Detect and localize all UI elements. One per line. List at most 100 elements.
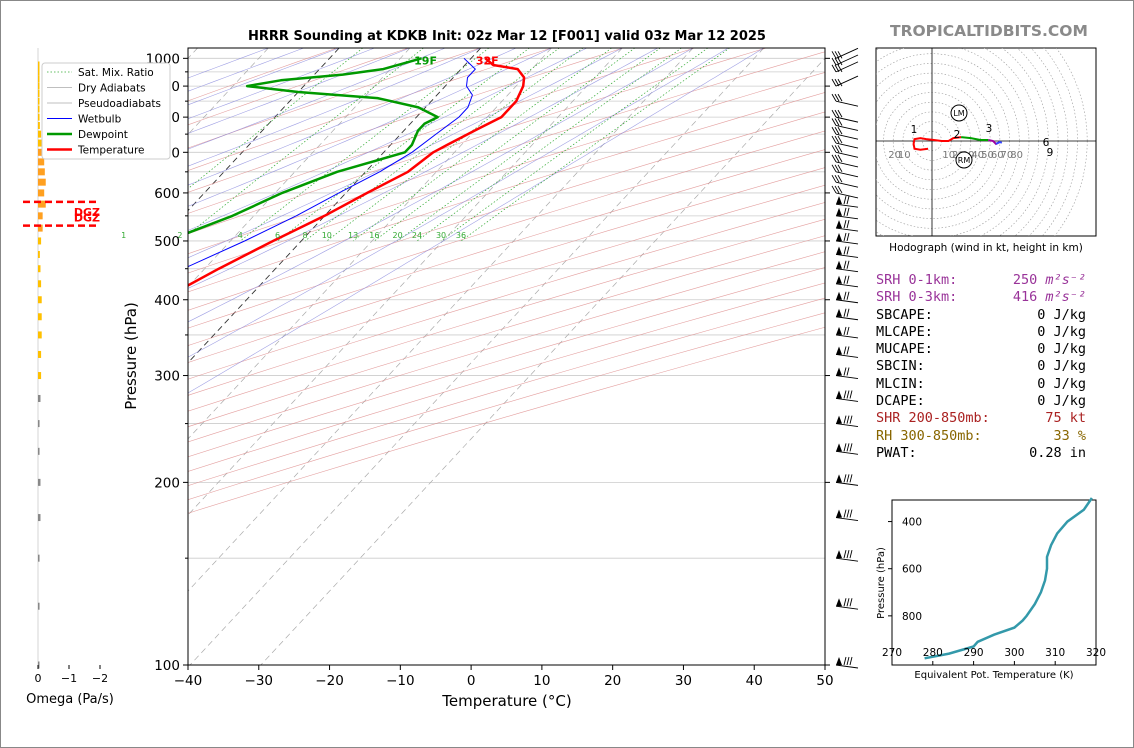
wind-barb (831, 164, 859, 178)
wind-barb-tick (837, 126, 843, 135)
wind-barb-tick (843, 291, 847, 300)
param-value: 0 J/kg (1037, 341, 1086, 358)
theta-e-x-tick-label: 270 (882, 647, 902, 659)
omega-bar (38, 168, 45, 176)
hodograph-height-label: 3 (986, 123, 993, 135)
wind-barb-tick (831, 118, 837, 126)
wind-barb-tick (843, 260, 847, 269)
omega-bar (38, 139, 42, 147)
legend-label: Sat. Mix. Ratio (78, 67, 154, 79)
wind-barb-staff (835, 75, 859, 87)
skewt-axes: 1246810131620243036100200300400500600700… (121, 51, 833, 710)
param-value: 75 kt (1045, 410, 1086, 427)
wind-barb (835, 219, 859, 232)
hodograph-height-label: 6 (1043, 137, 1050, 149)
wind-barb-staff (835, 61, 859, 73)
param-value: 0 J/kg (1037, 324, 1086, 341)
wind-barb-tick (831, 135, 837, 144)
theta-e-y-tick-label: 400 (902, 517, 922, 529)
wind-barb-tick (849, 550, 853, 559)
wind-barb (835, 367, 859, 379)
param-number: 0 (1037, 341, 1046, 358)
param-number: 0 (1037, 358, 1046, 375)
omega-bar (38, 661, 40, 669)
wind-barb-flag (836, 657, 842, 665)
dry-adiabat-line (188, 48, 552, 171)
omega-bar (38, 130, 42, 138)
wind-barb (831, 154, 859, 168)
omega-bar (38, 178, 46, 186)
param-unit: J/kg (1045, 358, 1086, 375)
wind-barb (835, 415, 859, 428)
omega-axis-label: Omega (Pa/s) (26, 692, 114, 707)
wind-barb-tick (831, 57, 837, 66)
wind-barb (831, 93, 859, 107)
wind-barb-tick (831, 64, 837, 73)
wind-barb (831, 75, 859, 87)
param-row: SRH 0-3km: 416 m²s⁻² (876, 289, 1086, 306)
dry-adiabat-line (188, 282, 825, 472)
wind-barb-staff (835, 316, 859, 321)
y-tick-label: 200 (154, 475, 180, 491)
param-label: MLCAPE: (876, 323, 933, 340)
param-label: PWAT: (876, 444, 917, 461)
wind-barb-staff (835, 203, 859, 208)
isotherm-line (260, 57, 825, 665)
mixing-ratio-line (304, 48, 560, 242)
wind-barb-staff (835, 54, 859, 66)
omega-bar (38, 280, 42, 288)
moist-adiabat-line (188, 48, 729, 358)
wind-barb-tick (849, 656, 853, 666)
omega-bar (38, 394, 41, 402)
skewt-background-lines (188, 48, 825, 665)
moist-adiabat-line (188, 48, 517, 186)
wind-barb-tick (837, 51, 843, 59)
dry-adiabat-line (188, 326, 825, 514)
wind-barb-staff (835, 125, 859, 131)
param-label: MLCIN: (876, 375, 925, 392)
hodograph-segment-0-3km (912, 136, 962, 151)
wind-barb-tick (843, 656, 847, 666)
omega-bar (38, 121, 40, 129)
omega-bar (38, 554, 40, 562)
wind-barb-tick (843, 275, 847, 284)
mixing-ratio-line (277, 48, 530, 242)
moist-adiabat-line (188, 48, 552, 207)
wind-barb (835, 196, 859, 208)
moist-adiabat-line (188, 48, 481, 167)
wind-barb-tick (843, 196, 847, 205)
wind-barb-staff (835, 517, 859, 522)
legend-box (41, 62, 171, 160)
wind-barb-tick (849, 443, 853, 452)
hodograph-ring-label: 10 (898, 150, 911, 161)
wind-barb-tick (846, 509, 850, 518)
wind-barb-tick (846, 326, 850, 336)
param-unit: % (1069, 427, 1086, 444)
wind-barb-staff (835, 268, 859, 273)
omega-x-tick-label: −1 (61, 672, 77, 685)
wind-barb-staff (835, 450, 859, 455)
omega-bar (38, 420, 40, 428)
mixing-ratio-label: 36 (456, 231, 466, 240)
wind-barb-tick (837, 118, 843, 126)
wind-barb-tick (846, 275, 850, 284)
wind-barb-flag (836, 326, 842, 335)
dgz-label-top: DGZ (74, 212, 100, 225)
wind-barb-tick (846, 207, 850, 216)
wind-barb-tick (831, 126, 837, 135)
series-temperature (188, 57, 526, 287)
mixing-ratio-line (460, 48, 731, 242)
wind-barb-tick (837, 164, 843, 173)
wind-barb (831, 47, 859, 59)
param-number: 416 (1012, 289, 1038, 306)
mixing-ratio-label: 10 (322, 231, 332, 240)
wind-barb-staff (835, 375, 859, 379)
hodograph-panel: 1020304050607080201012369LMRMHodograph (… (875, 47, 1097, 254)
hodograph-segment-3-6km (960, 136, 989, 141)
wind-barb (831, 174, 859, 188)
wind-barb-tick (834, 93, 840, 102)
wind-barb-tick (846, 415, 850, 424)
wind-barb-flag (836, 196, 842, 205)
mixing-ratio-label: 6 (275, 231, 280, 240)
wind-barb-staff (835, 181, 859, 188)
